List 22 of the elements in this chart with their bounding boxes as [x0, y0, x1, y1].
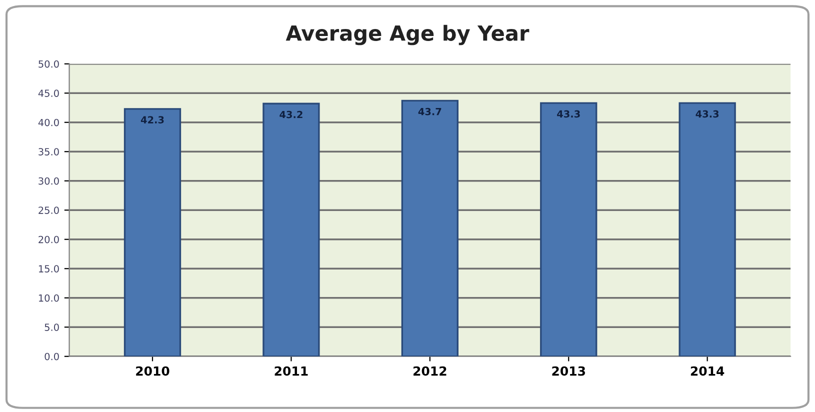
y-tick-label: 15.0 [38, 265, 59, 272]
data-label: 43.2 [280, 110, 302, 118]
x-tick-label: 2013 [552, 366, 586, 376]
y-tick-label: 0.0 [44, 352, 59, 360]
y-tick-label: 10.0 [38, 294, 59, 302]
x-tick-label: 2010 [136, 366, 170, 376]
chart-title: Average Age by Year [286, 24, 530, 46]
y-tick-label: 40.0 [38, 118, 59, 126]
x-tick-label: 2012 [414, 366, 446, 376]
y-tick-label: 35.0 [38, 148, 59, 156]
y-tick-label: 30.0 [38, 177, 59, 185]
y-tick-label: 20.0 [38, 236, 59, 244]
data-label: 43.7 [418, 108, 442, 116]
x-tick-label: 2011 [274, 366, 308, 376]
data-label: 43.3 [696, 110, 719, 118]
y-tick-label: 45.0 [38, 90, 59, 97]
data-label: 43.3 [557, 110, 580, 118]
y-tick-label: 25.0 [38, 206, 59, 214]
x-tick-label: 2014 [690, 366, 724, 376]
data-label: 42.3 [140, 116, 164, 124]
y-tick-label: 50.0 [38, 60, 59, 68]
y-tick-label: 5.0 [44, 324, 59, 331]
